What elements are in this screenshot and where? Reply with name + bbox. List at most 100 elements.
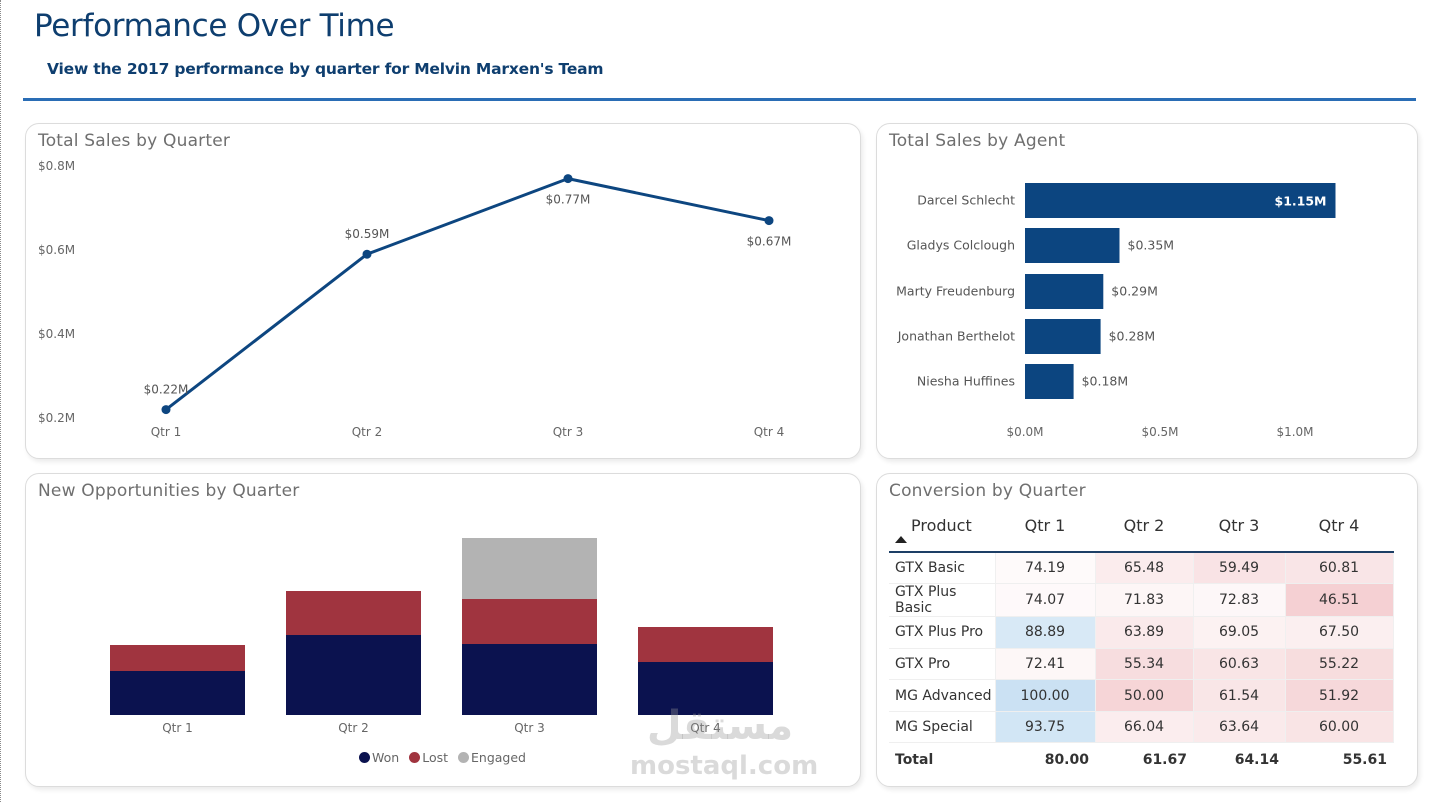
table-row[interactable]: GTX Plus Basic 74.07 71.83 72.83 46.51 <box>889 583 1394 618</box>
value-cell: 74.19 <box>995 552 1096 585</box>
value-cell: 50.00 <box>1095 679 1194 712</box>
conversion-table: Product Qtr 1 Qtr 2 Qtr 3 Qtr 4 GTX Basi… <box>889 508 1394 777</box>
legend-label: Lost <box>422 750 449 765</box>
value-cell: 72.83 <box>1193 583 1286 618</box>
product-cell: MG Advanced <box>889 679 996 712</box>
legend-label: Engaged <box>471 750 526 765</box>
y-tick-label: $0.2M <box>38 411 75 425</box>
value-cell: 88.89 <box>995 616 1096 649</box>
category-label: Darcel Schlecht <box>917 193 1015 208</box>
value-cell: 61.54 <box>1193 679 1286 712</box>
table-row[interactable]: MG Advanced 100.00 50.00 61.54 51.92 <box>889 679 1394 712</box>
total-row: Total 80.00 61.67 64.14 55.61 <box>889 742 1393 777</box>
total-label: Total <box>889 742 995 777</box>
y-tick-label: $0.4M <box>38 327 75 341</box>
value-cell: 65.48 <box>1095 552 1194 585</box>
data-label: $0.67M <box>747 235 792 249</box>
card-title: Total Sales by Agent <box>889 131 1066 151</box>
data-label: $0.35M <box>1128 238 1175 253</box>
header-divider <box>23 98 1416 101</box>
x-tick-label: $1.0M <box>1276 425 1313 439</box>
legend-dot-icon <box>458 752 470 763</box>
data-label: $1.15M <box>1275 194 1327 209</box>
bar-segment-won <box>110 671 245 715</box>
bar-chart: Darcel Schlecht $1.15M Gladys Colclough $0.… <box>896 183 1336 439</box>
product-cell: GTX Pro <box>889 648 996 681</box>
value-cell: 66.04 <box>1095 711 1194 744</box>
card-title: New Opportunities by Quarter <box>38 481 300 501</box>
value-cell: 60.63 <box>1193 648 1286 681</box>
data-point <box>563 174 573 184</box>
product-cell: MG Special <box>889 711 996 744</box>
value-cell: 51.92 <box>1285 679 1394 712</box>
legend-item-lost[interactable]: Lost <box>409 750 448 765</box>
x-tick-label: $0.5M <box>1141 425 1178 439</box>
legend-label: Won <box>372 750 400 765</box>
table-row[interactable]: MG Special 93.75 66.04 63.64 60.00 <box>889 711 1394 744</box>
x-tick-label: Qtr 1 <box>151 425 182 439</box>
x-tick-label: Qtr 3 <box>514 721 545 735</box>
data-label: $0.29M <box>1111 284 1158 299</box>
table-header-row: Product Qtr 1 Qtr 2 Qtr 3 Qtr 4 <box>889 508 1393 552</box>
value-cell: 74.07 <box>995 583 1096 618</box>
legend-item-engaged[interactable]: Engaged <box>458 750 526 765</box>
legend-item-won[interactable]: Won <box>359 750 399 765</box>
value-cell: 46.51 <box>1285 583 1394 618</box>
data-point <box>764 216 774 226</box>
data-label: $0.18M <box>1082 374 1129 389</box>
bar-segment-lost <box>462 599 597 644</box>
y-tick-label: $0.8M <box>38 159 75 173</box>
line-chart: $0.8M $0.6M $0.4M $0.2M Qtr 1 Qtr 2 Qtr 3 Qtr 4… <box>38 159 792 439</box>
category-label: Jonathan Berthelot <box>897 329 1015 344</box>
value-cell: 100.00 <box>995 679 1096 712</box>
bar <box>1025 228 1120 263</box>
table-row[interactable]: GTX Pro 72.41 55.34 60.63 55.22 <box>889 648 1394 681</box>
data-point <box>161 405 171 415</box>
column-header-product[interactable]: Product <box>889 508 995 552</box>
column-header-qtr3[interactable]: Qtr 3 <box>1218 516 1260 535</box>
column-header-qtr4[interactable]: Qtr 4 <box>1318 516 1360 535</box>
total-sales-by-agent-card[interactable]: Total Sales by Agent Darcel Schlecht $1.1… <box>876 123 1418 459</box>
value-cell: 60.00 <box>1285 711 1394 744</box>
column-header-qtr2[interactable]: Qtr 2 <box>1123 516 1165 535</box>
conversion-by-quarter-card[interactable]: Conversion by Quarter Product Qtr 1 Qtr … <box>876 473 1418 787</box>
total-value: 61.67 <box>1142 752 1187 769</box>
value-cell: 93.75 <box>995 711 1096 744</box>
product-cell: GTX Plus Basic <box>889 583 996 618</box>
table-row[interactable]: GTX Basic 74.19 65.48 59.49 60.81 <box>889 552 1394 585</box>
data-label: $0.28M <box>1109 329 1156 344</box>
total-sales-by-quarter-card[interactable]: Total Sales by Quarter $0.8M $0.6M $0.4M $0… <box>25 123 861 459</box>
value-cell: 63.64 <box>1193 711 1286 744</box>
category-label: Niesha Huffines <box>917 374 1015 389</box>
series-line <box>165 177 770 411</box>
sort-ascending-icon[interactable] <box>895 536 907 543</box>
chart-legend: Won Lost Engaged <box>359 750 530 765</box>
page-title: Performance Over Time <box>34 8 395 44</box>
x-tick-label: Qtr 2 <box>338 721 369 735</box>
data-label: $0.77M <box>546 193 591 207</box>
bar-segment-engaged <box>462 538 597 599</box>
bar <box>1025 364 1074 399</box>
bar-segment-won <box>638 662 773 715</box>
bar-segment-won <box>462 644 597 715</box>
column-header-qtr1[interactable]: Qtr 1 <box>1024 516 1066 535</box>
card-title: Total Sales by Quarter <box>38 131 231 151</box>
value-cell: 67.50 <box>1285 616 1394 649</box>
stacked-bar-chart: Qtr 1 Qtr 2 Qtr 3 Qtr 4 <box>110 538 773 735</box>
bar <box>1025 319 1101 354</box>
total-value: 80.00 <box>1044 752 1089 769</box>
product-cell: GTX Basic <box>889 552 996 585</box>
value-cell: 60.81 <box>1285 552 1394 585</box>
product-cell: GTX Plus Pro <box>889 616 996 649</box>
x-tick-label: Qtr 4 <box>690 721 721 735</box>
data-label: $0.59M <box>345 227 390 241</box>
x-tick-label: Qtr 1 <box>162 721 193 735</box>
value-cell: 59.49 <box>1193 552 1286 585</box>
bar <box>1025 274 1104 309</box>
x-tick-label: Qtr 2 <box>352 425 383 439</box>
bar-segment-lost <box>638 627 773 662</box>
table-row[interactable]: GTX Plus Pro 88.89 63.89 69.05 67.50 <box>889 616 1394 649</box>
bar-segment-won <box>286 635 421 715</box>
value-cell: 69.05 <box>1193 616 1286 649</box>
